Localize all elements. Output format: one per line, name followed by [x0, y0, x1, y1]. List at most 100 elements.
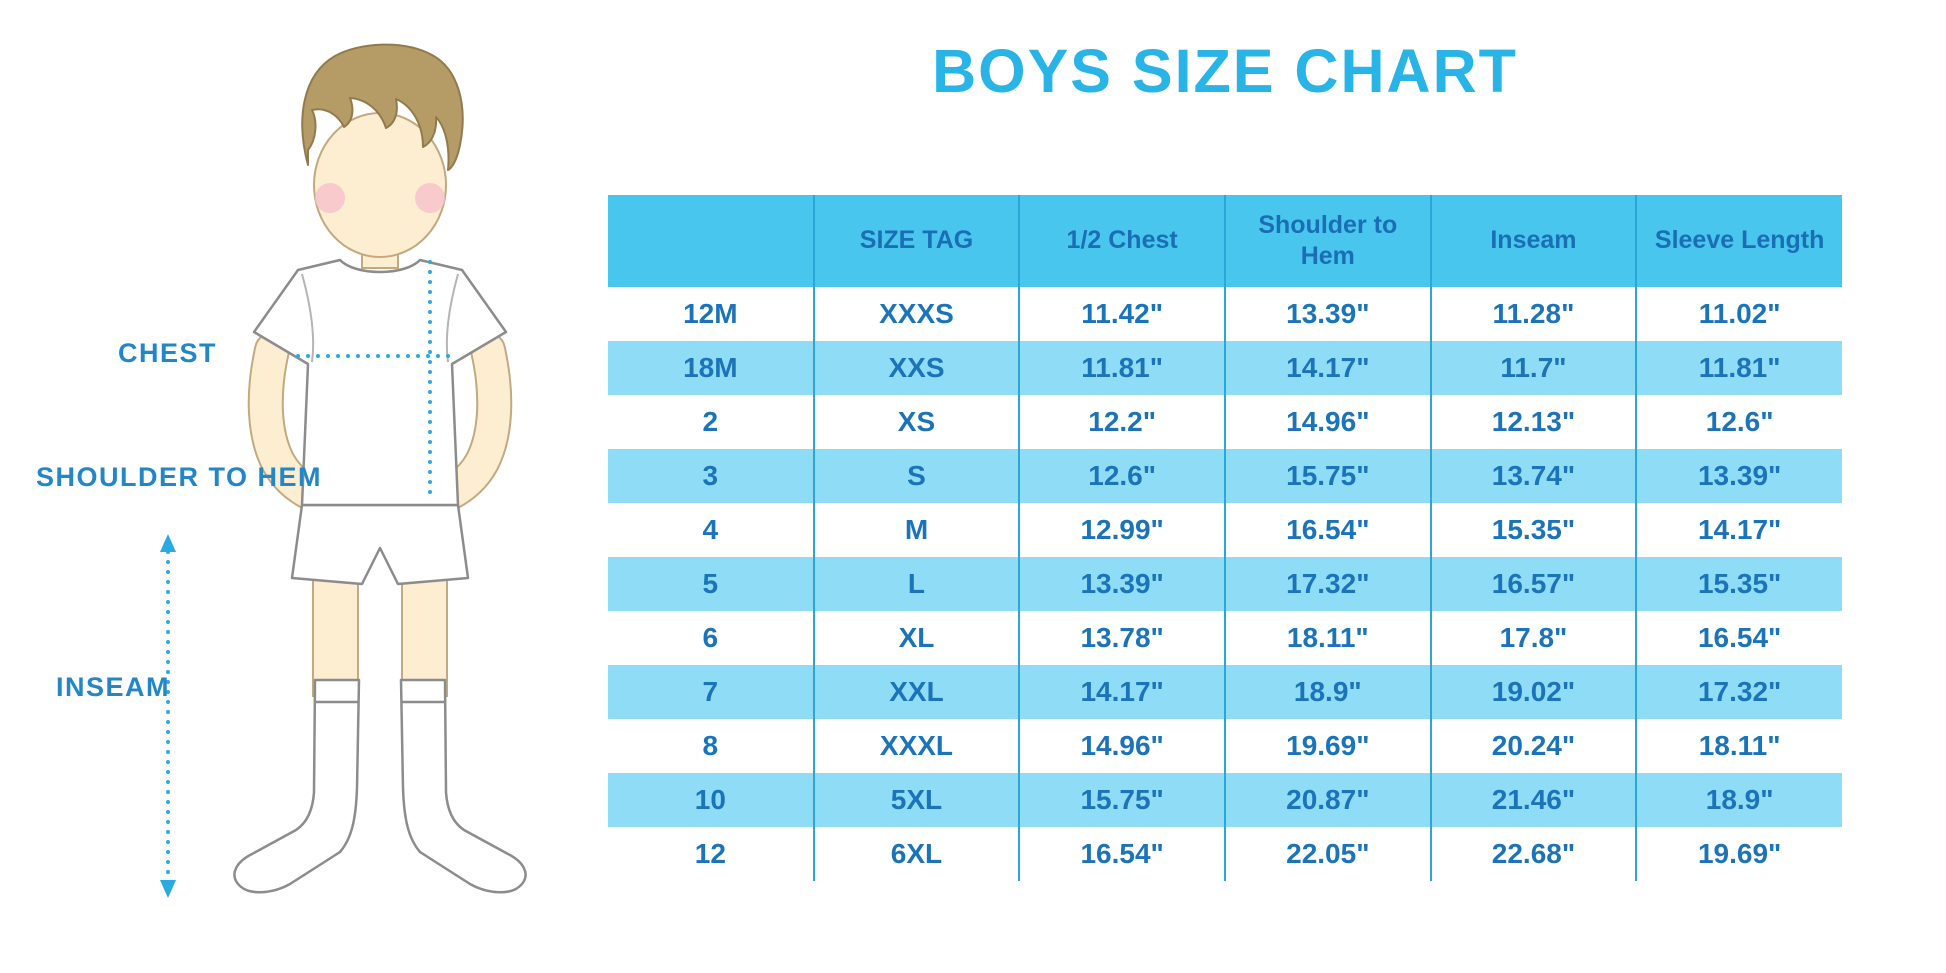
table-cell: 14.17" [1223, 341, 1431, 395]
table-cell: 16.54" [1635, 611, 1842, 665]
table-cell: XL [812, 611, 1020, 665]
table-cell: 15.35" [1429, 503, 1637, 557]
table-cell: XXXS [812, 287, 1020, 341]
table-cell: 11.42" [1018, 287, 1225, 341]
table-cell: XXS [812, 341, 1020, 395]
table-cell: 11.02" [1635, 287, 1842, 341]
table-cell: 15.75" [1223, 449, 1431, 503]
table-cell: L [812, 557, 1020, 611]
table-cell: 18.9" [1223, 665, 1431, 719]
table-cell: 5XL [812, 773, 1020, 827]
table-cell: XXL [812, 665, 1020, 719]
table-cell: 20.24" [1429, 719, 1637, 773]
table-cell: 11.81" [1635, 341, 1842, 395]
table-row: 12 6XL 16.54" 22.05" 22.68" 19.69" [608, 827, 1842, 881]
inseam-arrow-top-icon [160, 534, 176, 552]
table-cell: XXXL [812, 719, 1020, 773]
measurement-lines [160, 260, 460, 898]
table-cell: 13.39" [1223, 287, 1431, 341]
header-cell-inseam: Inseam [1429, 195, 1637, 287]
inseam-label: INSEAM [56, 672, 171, 702]
hair [301, 43, 464, 171]
table-cell: 12.6" [1635, 395, 1842, 449]
size-chart: SIZE TAG 1/2 Chest Shoulder to Hem Insea… [608, 195, 1842, 881]
table-cell: 18.11" [1223, 611, 1431, 665]
table-cell: 16.57" [1429, 557, 1637, 611]
table-cell: 8 [608, 719, 814, 773]
table-cell: 17.8" [1429, 611, 1637, 665]
table-cell: 19.69" [1635, 827, 1842, 881]
table-cell: 20.87" [1223, 773, 1431, 827]
right-sock [399, 678, 527, 894]
table-cell: 11.7" [1429, 341, 1637, 395]
table-cell: 16.54" [1223, 503, 1431, 557]
shorts [290, 503, 470, 586]
table-cell: 15.35" [1635, 557, 1842, 611]
table-cell: 6XL [812, 827, 1020, 881]
table-row: 7 XXL 14.17" 18.9" 19.02" 17.32" [608, 665, 1842, 719]
table-cell: S [812, 449, 1020, 503]
table-cell: 19.02" [1429, 665, 1637, 719]
shoulder-to-hem-label: SHOULDER TO HEM [36, 462, 323, 492]
table-cell: 15.75" [1018, 773, 1225, 827]
table-cell: 12.6" [1018, 449, 1225, 503]
table-cell: 17.32" [1223, 557, 1431, 611]
boy-illustration [160, 43, 527, 898]
table-cell: 22.05" [1223, 827, 1431, 881]
socks [233, 678, 527, 894]
table-header-row: SIZE TAG 1/2 Chest Shoulder to Hem Insea… [608, 195, 1842, 287]
header-cell-empty [608, 195, 814, 287]
boy-figure [233, 43, 527, 894]
table-cell: 5 [608, 557, 814, 611]
left-sock [233, 678, 361, 894]
table-row: 4 M 12.99" 16.54" 15.35" 14.17" [608, 503, 1842, 557]
table-cell: 11.81" [1018, 341, 1225, 395]
table-cell: M [812, 503, 1020, 557]
table-row: 3 S 12.6" 15.75" 13.74" 13.39" [608, 449, 1842, 503]
table-cell: 13.39" [1018, 557, 1225, 611]
left-sleeve-seam [301, 273, 315, 363]
table-cell: 12.13" [1429, 395, 1637, 449]
table-row: 2 XS 12.2" 14.96" 12.13" 12.6" [608, 395, 1842, 449]
table-cell: 11.28" [1429, 287, 1637, 341]
table-cell: 14.17" [1635, 503, 1842, 557]
table-cell: 18.11" [1635, 719, 1842, 773]
table-cell: 17.32" [1635, 665, 1842, 719]
table-cell: 14.96" [1223, 395, 1431, 449]
table-cell: 12M [608, 287, 814, 341]
table-cell: 2 [608, 395, 814, 449]
table-cell: 22.68" [1429, 827, 1637, 881]
table-row: 5 L 13.39" 17.32" 16.57" 15.35" [608, 557, 1842, 611]
shirt-body [252, 258, 508, 507]
head [301, 43, 464, 258]
table-cell: 18M [608, 341, 814, 395]
t-shirt [252, 258, 508, 507]
table-cell: 10 [608, 773, 814, 827]
right-cheek [415, 183, 445, 213]
left-cheek [315, 183, 345, 213]
chest-label: CHEST [118, 338, 218, 368]
table-cell: 12 [608, 827, 814, 881]
table-row: 12M XXXS 11.42" 13.39" 11.28" 11.02" [608, 287, 1842, 341]
table-cell: 13.39" [1635, 449, 1842, 503]
table-cell: 21.46" [1429, 773, 1637, 827]
table-cell: 7 [608, 665, 814, 719]
table-cell: XS [812, 395, 1020, 449]
table-row: 18M XXS 11.81" 14.17" 11.7" 11.81" [608, 341, 1842, 395]
header-cell-shoulder-to-hem: Shoulder to Hem [1223, 195, 1431, 287]
size-chart-table: SIZE TAG 1/2 Chest Shoulder to Hem Insea… [608, 195, 1842, 881]
table-row: 8 XXXL 14.96" 19.69" 20.24" 18.11" [608, 719, 1842, 773]
table-cell: 3 [608, 449, 814, 503]
table-cell: 6 [608, 611, 814, 665]
table-cell: 12.99" [1018, 503, 1225, 557]
table-row: 10 5XL 15.75" 20.87" 21.46" 18.9" [608, 773, 1842, 827]
table-cell: 14.17" [1018, 665, 1225, 719]
table-cell: 16.54" [1018, 827, 1225, 881]
table-cell: 19.69" [1223, 719, 1431, 773]
table-row: 6 XL 13.78" 18.11" 17.8" 16.54" [608, 611, 1842, 665]
inseam-arrow-bottom-icon [160, 880, 176, 898]
table-cell: 13.74" [1429, 449, 1637, 503]
header-cell-half-chest: 1/2 Chest [1018, 195, 1225, 287]
header-cell-sleeve-length: Sleeve Length [1635, 195, 1842, 287]
table-cell: 4 [608, 503, 814, 557]
